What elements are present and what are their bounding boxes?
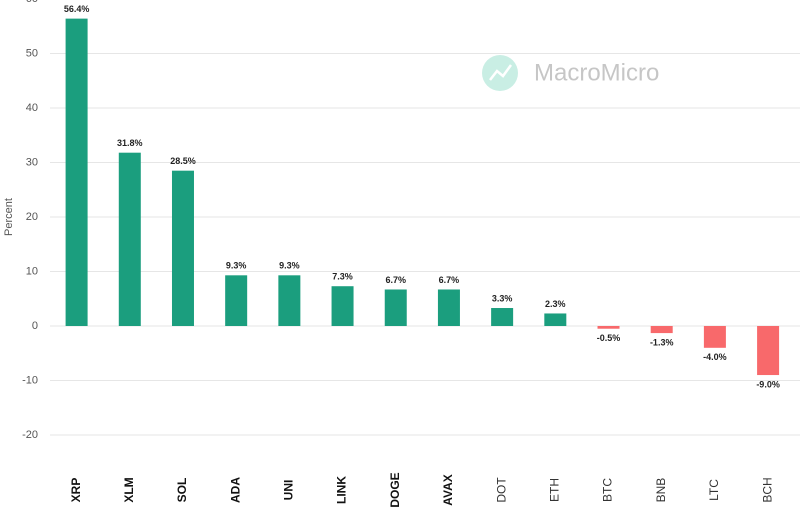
x-tick-label: XLM <box>122 477 136 502</box>
x-tick-label: DOT <box>494 477 508 503</box>
y-tick-label: -10 <box>22 374 38 386</box>
value-label: 56.4% <box>64 4 90 14</box>
value-label: 9.3% <box>226 261 247 271</box>
y-tick-label: 10 <box>26 265 38 277</box>
x-tick-label: BNB <box>654 478 668 503</box>
bar <box>757 326 780 376</box>
value-label: 6.7% <box>385 275 406 285</box>
y-tick-label: 50 <box>26 47 38 59</box>
bar <box>225 275 248 326</box>
value-label: 9.3% <box>279 261 300 271</box>
x-tick-label: AVAX <box>441 474 455 506</box>
bar <box>544 313 567 326</box>
x-tick-label: BCH <box>760 477 774 502</box>
bar <box>331 286 354 326</box>
y-tick-label: 0 <box>32 320 38 332</box>
y-tick-label: -20 <box>22 429 38 441</box>
value-label: -4.0% <box>703 352 727 362</box>
bar <box>118 152 141 326</box>
value-label: 7.3% <box>332 272 353 282</box>
value-label: 2.3% <box>545 299 566 309</box>
bar <box>384 289 407 326</box>
value-label: 6.7% <box>439 275 460 285</box>
value-label: 28.5% <box>170 156 196 166</box>
bar <box>65 18 88 327</box>
x-tick-label: BTC <box>601 478 615 502</box>
y-tick-label: 40 <box>26 102 38 114</box>
watermark-text: MacroMicro <box>534 59 659 86</box>
bar <box>437 289 460 326</box>
value-label: -1.3% <box>650 337 674 347</box>
x-tick-label: UNI <box>282 480 296 501</box>
x-tick-label: ETH <box>547 478 561 502</box>
bar <box>703 326 726 348</box>
bar <box>171 170 194 326</box>
y-tick-label: 20 <box>26 211 38 223</box>
bar <box>650 326 673 334</box>
watermark: MacroMicro <box>482 55 659 91</box>
value-label: 31.8% <box>117 138 143 148</box>
bar <box>597 326 620 329</box>
bar <box>278 275 301 326</box>
value-label: -0.5% <box>597 333 621 343</box>
value-label: 3.3% <box>492 293 513 303</box>
x-tick-label: DOGE <box>388 472 402 507</box>
x-tick-label: XRP <box>69 478 83 503</box>
y-tick-label: 30 <box>26 156 38 168</box>
watermark-icon-line <box>489 64 513 81</box>
y-tick-label: 60 <box>26 0 38 5</box>
y-axis-title: Percent <box>3 198 15 236</box>
x-tick-label: ADA <box>228 477 242 503</box>
value-label: -9.0% <box>756 379 780 389</box>
x-tick-label: LINK <box>335 476 349 504</box>
x-tick-label: SOL <box>175 478 189 503</box>
bar <box>491 308 514 326</box>
x-tick-label: LTC <box>707 479 721 501</box>
